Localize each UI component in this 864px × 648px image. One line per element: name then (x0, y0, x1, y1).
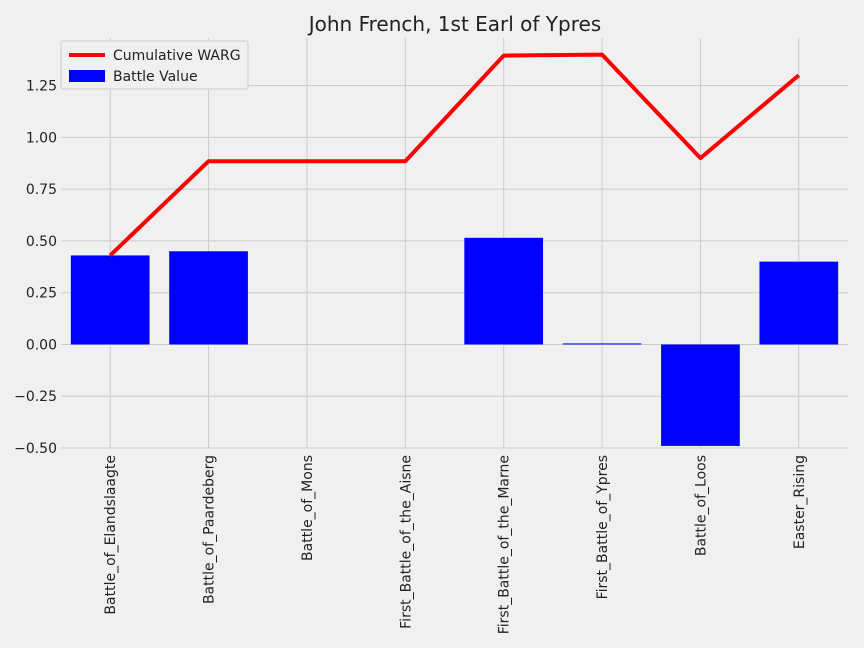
x-tick-label: First_Battle_of_Ypres (595, 455, 611, 599)
bar (759, 261, 839, 345)
y-tick-label: −0.25 (14, 389, 57, 405)
x-tick-label: Battle_of_Mons (300, 455, 316, 561)
x-tick-label: First_Battle_of_the_Aisne (398, 455, 414, 629)
bar (70, 255, 150, 345)
y-tick-label: 0.75 (26, 182, 57, 198)
line-series (108, 52, 801, 257)
cumulative-warg-line (108, 52, 801, 257)
x-tick-label: First_Battle_of_the_Marne (497, 455, 513, 634)
legend: Cumulative WARG Battle Value (60, 40, 249, 90)
x-axis-ticks: Battle_of_Elandslaagte Battle_of_Paardebe… (103, 455, 808, 634)
y-axis-ticks: −0.50 −0.25 0.00 0.25 0.50 0.75 1.00 1.25 (14, 79, 57, 457)
y-tick-label: 1.25 (26, 79, 57, 95)
bar-series (70, 237, 839, 446)
bar (464, 237, 544, 345)
x-tick-label: Easter_Rising (792, 455, 808, 549)
legend-frame (60, 40, 249, 90)
legend-label-battle-value: Battle Value (113, 69, 198, 85)
x-tick-label: Battle_of_Loos (693, 455, 709, 556)
y-tick-label: −0.50 (14, 441, 57, 457)
chart-title: John French, 1st Earl of Ypres (307, 12, 601, 36)
bar (169, 251, 248, 345)
x-tick-label: Battle_of_Paardeberg (202, 455, 218, 604)
legend-label-cumulative-warg: Cumulative WARG (113, 48, 241, 64)
y-tick-label: 0.00 (26, 337, 57, 353)
legend-bar-swatch (69, 70, 105, 82)
bar (661, 344, 740, 446)
y-tick-label: 0.50 (26, 234, 57, 250)
x-tick-label: Battle_of_Elandslaagte (103, 455, 119, 615)
bar (562, 343, 642, 345)
y-tick-label: 1.00 (26, 130, 57, 146)
y-tick-label: 0.25 (26, 286, 57, 302)
